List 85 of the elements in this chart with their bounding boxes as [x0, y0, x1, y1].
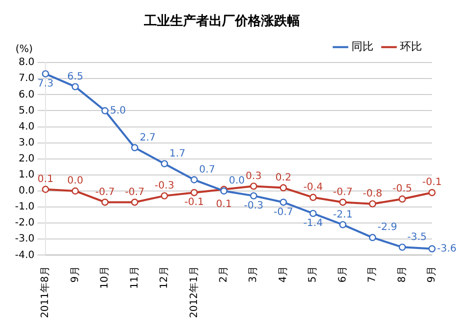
data-label: 0.7 — [199, 164, 216, 176]
y-tick-label: 8.0 — [18, 57, 35, 68]
point — [428, 188, 436, 196]
data-label: 2.7 — [140, 132, 156, 144]
y-tick-label: 5.0 — [18, 105, 35, 116]
data-label: 0.0 — [228, 176, 245, 187]
point — [309, 194, 317, 202]
y-tick-label: -3.0 — [14, 234, 35, 245]
point — [368, 234, 376, 242]
data-label: -3.6 — [437, 243, 457, 254]
y-tick-label: 7.0 — [18, 73, 35, 84]
x-tick-label: 7月 — [367, 266, 378, 283]
data-label: -0.7 — [95, 186, 115, 198]
x-tick-label: 6月 — [337, 266, 348, 283]
data-label: -0.8 — [362, 188, 382, 200]
data-label: 7.3 — [38, 78, 54, 90]
data-label: -0.5 — [392, 184, 412, 195]
x-tick-label: 12月 — [159, 266, 170, 289]
y-tick-label: 1.0 — [18, 170, 35, 181]
data-label: -0.7 — [333, 186, 353, 198]
data-label: 0.3 — [246, 170, 262, 182]
y-tick-label: 6.0 — [18, 89, 35, 100]
x-tick-label: 9月 — [426, 266, 438, 283]
x-tick-label: 3月 — [248, 266, 260, 283]
point — [160, 160, 168, 168]
x-tick-label: 2月 — [218, 266, 230, 283]
point — [368, 200, 376, 208]
data-label: -0.1 — [422, 177, 442, 188]
y-tick-label: 0.0 — [18, 186, 35, 197]
y-tick-label: -1.0 — [14, 202, 35, 213]
legend-label: 同比 — [352, 40, 374, 53]
y-tick-label: 4.0 — [18, 121, 35, 132]
x-tick-label: 5月 — [308, 266, 319, 283]
data-label: 0.1 — [38, 174, 54, 185]
point — [42, 70, 50, 78]
point — [339, 221, 346, 228]
point — [72, 83, 79, 90]
x-tick-label: 11月 — [129, 266, 140, 289]
y-tick-label: -4.0 — [14, 250, 35, 261]
point — [101, 107, 109, 114]
point — [309, 210, 317, 218]
y-tick-label: 2.0 — [18, 153, 35, 164]
point — [339, 198, 346, 206]
x-tick-label: 10月 — [100, 266, 111, 289]
data-label: -0.3 — [154, 180, 174, 192]
point — [190, 188, 198, 196]
data-label: -0.1 — [184, 197, 204, 208]
x-tick-label: 2012年1月 — [188, 266, 200, 318]
point — [398, 244, 406, 251]
legend-label: 环比 — [400, 40, 422, 53]
point — [72, 187, 79, 195]
y-axis-title: (%) — [16, 44, 33, 56]
point — [250, 182, 258, 190]
data-label: -0.7 — [124, 186, 144, 198]
x-tick-label: 4月 — [278, 266, 289, 283]
point — [398, 195, 406, 203]
chart-title: 工业生产者出厂价格涨跌幅 — [143, 13, 300, 30]
data-label: 5.0 — [110, 105, 126, 116]
data-label: -0.7 — [274, 206, 294, 218]
x-tick-label: 2011年8月 — [39, 266, 52, 318]
data-label: 0.1 — [216, 198, 232, 210]
point — [250, 192, 258, 200]
data-label: 6.5 — [67, 71, 84, 82]
point — [280, 198, 287, 206]
y-tick-label: 3.0 — [18, 137, 35, 148]
data-label: -3.5 — [407, 232, 427, 243]
point — [131, 144, 138, 152]
data-label: -0.3 — [244, 200, 264, 212]
data-label: 1.7 — [169, 148, 186, 160]
data-label: -0.4 — [303, 182, 323, 194]
data-label: -1.4 — [303, 218, 323, 230]
x-tick-label: 8月 — [396, 266, 408, 283]
point — [42, 186, 50, 193]
point — [131, 198, 138, 206]
data-label: -2.9 — [378, 222, 398, 234]
y-tick-label: -2.0 — [14, 218, 35, 229]
point — [160, 192, 168, 200]
point — [280, 184, 287, 192]
point — [428, 245, 436, 252]
point — [190, 176, 198, 184]
point — [101, 198, 109, 206]
data-label: 0.0 — [67, 176, 84, 187]
data-label: 0.2 — [275, 172, 292, 184]
x-tick-label: 9月 — [70, 266, 81, 283]
data-label: -2.1 — [333, 209, 353, 220]
